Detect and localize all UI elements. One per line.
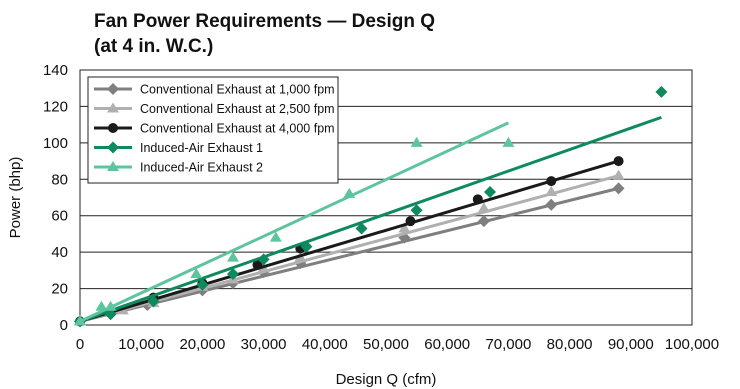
- data-point-induced-air-exhaust-1-6: [300, 240, 313, 253]
- legend-item-conventional-exhaust-at-1-000-fpm: Conventional Exhaust at 1,000 fpm: [94, 83, 335, 97]
- chart-title-line-2: (at 4 in. W.C.): [94, 36, 214, 57]
- data-point-conventional-exhaust-at-1-000-fpm-8: [477, 215, 490, 228]
- y-tick-label-140: 140: [43, 62, 68, 79]
- legend-box: [87, 76, 339, 184]
- data-point-induced-air-exhaust-2-5: [269, 231, 282, 242]
- y-tick-label-100: 100: [43, 135, 68, 152]
- x-tick-label-100000: 100,000: [665, 336, 719, 353]
- x-tick-label-40000: 40,000: [302, 336, 348, 353]
- chart-title-line-1: Fan Power Requirements — Design Q: [94, 11, 436, 32]
- data-point-induced-air-exhaust-2-7: [410, 136, 423, 147]
- trend-line-induced-air-exhaust-1: [79, 115, 662, 323]
- data-point-induced-air-exhaust-2-1: [95, 300, 108, 311]
- legend-marker-conventional-exhaust-at-2-500-fpm: [107, 102, 119, 113]
- x-tick-label-70000: 70,000: [485, 336, 531, 353]
- data-point-induced-air-exhaust-1-9: [484, 186, 497, 199]
- x-tick-label-20000: 20,000: [179, 336, 225, 353]
- data-point-induced-air-exhaust-1-3: [196, 278, 209, 291]
- y-tick-label-60: 60: [51, 208, 68, 225]
- legend-marker-conventional-exhaust-at-4-000-fpm: [108, 123, 118, 133]
- legend-marker-conventional-exhaust-at-1-000-fpm: [107, 83, 119, 95]
- x-tick-label-80000: 80,000: [547, 336, 593, 353]
- plot-area-frame: [79, 69, 693, 326]
- trend-line-conventional-exhaust-at-4-000-fpm: [79, 159, 619, 323]
- data-point-induced-air-exhaust-1-7: [355, 222, 368, 235]
- trend-line-conventional-exhaust-at-2-500-fpm: [79, 174, 619, 323]
- legend-marker-induced-air-exhaust-1: [107, 141, 119, 154]
- data-point-induced-air-exhaust-2-6: [343, 187, 356, 198]
- data-point-induced-air-exhaust-2-8: [502, 136, 515, 147]
- legend-label-induced-air-exhaust-1: Induced-Air Exhaust 1: [140, 141, 263, 155]
- x-tick-label-90000: 90,000: [608, 336, 654, 353]
- x-tick-label-10000: 10,000: [118, 336, 164, 353]
- data-point-induced-air-exhaust-2-0: [74, 315, 86, 326]
- data-point-induced-air-exhaust-1-10: [655, 85, 668, 98]
- legend-label-conventional-exhaust-at-4-000-fpm: Conventional Exhaust at 4,000 fpm: [140, 122, 335, 136]
- legend-label-induced-air-exhaust-2: Induced-Air Exhaust 2: [140, 161, 263, 175]
- data-point-induced-air-exhaust-2-2: [104, 300, 117, 311]
- legend-item-conventional-exhaust-at-4-000-fpm: Conventional Exhaust at 4,000 fpm: [94, 122, 335, 136]
- legend-marker-induced-air-exhaust-2: [107, 161, 119, 171]
- data-point-induced-air-exhaust-1-1: [104, 308, 117, 321]
- y-tick-label-80: 80: [51, 171, 68, 188]
- series-conventional-exhaust-at-2-500-fpm: [74, 169, 625, 326]
- legend-label-conventional-exhaust-at-2-500-fpm: Conventional Exhaust at 2,500 fpm: [140, 102, 335, 116]
- y-tick-labels: 0 20 40 60 80 100 120 140: [43, 62, 68, 334]
- data-point-conventional-exhaust-at-4-000-fpm-8: [613, 156, 624, 167]
- x-tick-label-60000: 60,000: [424, 336, 470, 353]
- y-tick-label-120: 120: [43, 98, 68, 115]
- legend-item-conventional-exhaust-at-2-500-fpm: Conventional Exhaust at 2,500 fpm: [94, 102, 335, 116]
- x-tick-labels: 0 10,000 20,000 30,000 40,000 50,000 60,000 70,…: [76, 336, 719, 353]
- data-point-conventional-exhaust-at-2-500-fpm-7: [398, 222, 411, 233]
- legend-label-conventional-exhaust-at-1-000-fpm: Conventional Exhaust at 1,000 fpm: [140, 83, 335, 97]
- x-tick-label-30000: 30,000: [241, 336, 287, 353]
- data-point-induced-air-exhaust-2-3: [190, 268, 203, 278]
- data-point-conventional-exhaust-at-4-000-fpm-5: [405, 216, 416, 227]
- data-point-conventional-exhaust-at-4-000-fpm-3: [252, 259, 263, 270]
- x-axis-label: Design Q (cfm): [336, 371, 437, 388]
- data-point-conventional-exhaust-at-1-000-fpm-9: [545, 198, 558, 211]
- data-point-induced-air-exhaust-1-8: [410, 204, 423, 217]
- data-point-conventional-exhaust-at-4-000-fpm-7: [546, 176, 557, 187]
- legend: Conventional Exhaust at 1,000 fpm Convent…: [87, 76, 339, 184]
- data-point-conventional-exhaust-at-2-500-fpm-10: [612, 169, 625, 180]
- y-axis-label: Power (bhp): [7, 157, 24, 239]
- data-point-induced-air-exhaust-1-2: [147, 295, 160, 308]
- x-tick-label-0: 0: [76, 336, 84, 353]
- data-point-conventional-exhaust-at-2-500-fpm-9: [545, 186, 558, 197]
- y-tick-label-0: 0: [60, 317, 68, 334]
- data-point-induced-air-exhaust-2-4: [227, 251, 239, 262]
- data-point-induced-air-exhaust-1-5: [257, 253, 270, 266]
- trend-line-induced-air-exhaust-2: [79, 121, 510, 323]
- data-point-induced-air-exhaust-1-4: [227, 268, 239, 280]
- data-point-conventional-exhaust-at-4-000-fpm-6: [472, 194, 483, 205]
- chart-title: Fan Power Requirements — Design Q (at 4 …: [94, 9, 435, 59]
- trend-line-conventional-exhaust-at-1-000-fpm: [79, 186, 619, 323]
- data-point-conventional-exhaust-at-1-000-fpm-10: [612, 182, 625, 195]
- y-tick-label-20: 20: [51, 281, 68, 298]
- data-point-conventional-exhaust-at-2-500-fpm-8: [477, 202, 490, 213]
- legend-item-induced-air-exhaust-2: Induced-Air Exhaust 2: [94, 161, 263, 175]
- y-tick-label-40: 40: [51, 244, 68, 261]
- legend-item-induced-air-exhaust-1: Induced-Air Exhaust 1: [94, 141, 263, 155]
- series-induced-air-exhaust-2: [74, 121, 515, 326]
- x-tick-label-50000: 50,000: [363, 336, 409, 353]
